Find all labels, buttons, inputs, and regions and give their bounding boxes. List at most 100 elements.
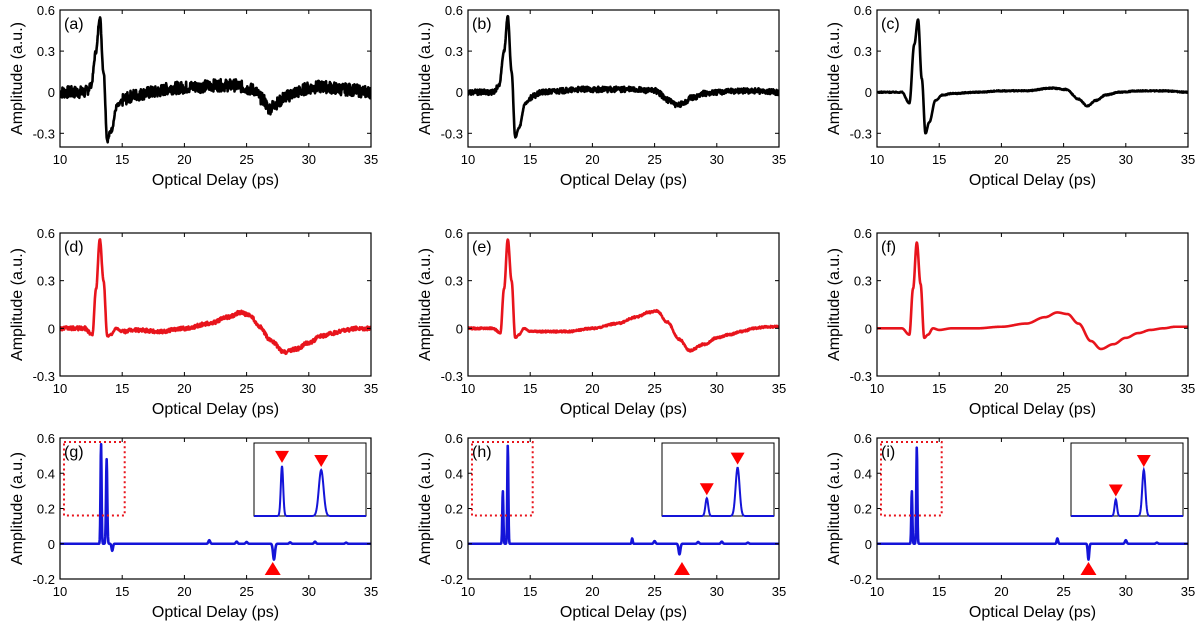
y-tick-label: 0.2 — [445, 502, 463, 517]
y-axis-label: Amplitude (a.u.) — [9, 248, 26, 361]
panel-c: 10 15 20 25 30 35 -0.3 0 0.3 0.6 Optical Delay (ps… — [826, 3, 1195, 189]
panel-f: 10 15 20 25 30 35 -0.3 0 0.3 0.6 Optical Delay (ps… — [826, 226, 1195, 418]
reflection-marker-up — [1080, 562, 1097, 575]
inset-curve — [1071, 466, 1183, 517]
x-tick-label: 10 — [870, 584, 884, 599]
y-tick-label: 0.6 — [854, 431, 872, 446]
y-tick-label: 0.6 — [37, 226, 55, 241]
y-tick-label: 0 — [48, 85, 55, 100]
axes-frame — [876, 9, 1189, 148]
inset-frame — [1070, 442, 1184, 517]
panel-label: (a) — [64, 16, 84, 33]
x-tick-label: 10 — [53, 381, 67, 396]
y-tick-label: 0 — [865, 321, 872, 336]
y-tick-label: 0.4 — [445, 466, 463, 481]
y-tick-label: -0.3 — [33, 369, 55, 384]
x-tick-label: 10 — [461, 152, 475, 167]
panel-g: 10 15 20 25 30 35 -0.2 0 0.2 0.4 0.6 Optical Delay … — [9, 431, 378, 621]
x-tick-label: 10 — [53, 152, 67, 167]
y-tick-label: 0.3 — [445, 44, 463, 59]
panel-label: (f) — [881, 239, 896, 256]
x-tick-label: 15 — [115, 152, 129, 167]
series-line-b — [468, 14, 779, 139]
x-tick-label: 35 — [1181, 381, 1195, 396]
panel-label: (h) — [472, 444, 492, 461]
peak-marker-down — [275, 450, 289, 463]
x-axis-label: Optical Delay (ps) — [152, 401, 279, 418]
series-line-c — [877, 18, 1188, 135]
x-axis-label: Optical Delay (ps) — [560, 172, 687, 189]
x-tick-label: 15 — [115, 381, 129, 396]
y-axis-label: Amplitude (a.u.) — [417, 248, 434, 361]
y-axis-label: Amplitude (a.u.) — [9, 22, 26, 135]
peak-marker-down — [1136, 454, 1151, 467]
x-tick-label: 35 — [1181, 152, 1195, 167]
y-tick-label: 0.6 — [445, 431, 463, 446]
axes-frame — [467, 232, 780, 377]
inset-frame — [661, 442, 775, 517]
x-tick-label: 15 — [932, 584, 946, 599]
panel-d: 10 15 20 25 30 35 -0.3 0 0.3 0.6 Optical Delay (ps… — [9, 226, 378, 418]
x-axis-label: Optical Delay (ps) — [560, 604, 687, 621]
panel-label: (b) — [472, 16, 492, 33]
x-tick-label: 20 — [994, 152, 1008, 167]
y-tick-label: 0 — [865, 85, 872, 100]
y-tick-label: -0.3 — [33, 126, 55, 141]
inset-curve — [662, 466, 774, 517]
x-tick-label: 25 — [239, 381, 253, 396]
x-axis-label: Optical Delay (ps) — [152, 604, 279, 621]
y-tick-label: 0.6 — [854, 226, 872, 241]
y-axis-label: Amplitude (a.u.) — [826, 452, 843, 565]
y-tick-label: 0 — [48, 321, 55, 336]
axes-frame — [467, 9, 780, 148]
x-tick-label: 15 — [523, 584, 537, 599]
x-tick-label: 10 — [461, 584, 475, 599]
x-tick-label: 20 — [585, 381, 599, 396]
y-axis-label: Amplitude (a.u.) — [826, 248, 843, 361]
x-tick-label: 20 — [177, 152, 191, 167]
x-tick-label: 15 — [932, 152, 946, 167]
x-tick-label: 35 — [772, 584, 786, 599]
series-line-e — [468, 238, 779, 353]
y-axis-label: Amplitude (a.u.) — [9, 452, 26, 565]
x-tick-label: 35 — [364, 381, 378, 396]
y-tick-label: 0.6 — [445, 226, 463, 241]
panel-label: (g) — [64, 444, 84, 461]
x-tick-label: 20 — [177, 381, 191, 396]
x-tick-label: 30 — [1119, 381, 1133, 396]
x-axis-label: Optical Delay (ps) — [560, 401, 687, 418]
y-tick-label: 0.6 — [37, 431, 55, 446]
axes-frame — [876, 232, 1189, 377]
series-line-g — [60, 442, 371, 561]
peak-marker-down — [314, 454, 329, 467]
panel-b: 10 15 20 25 30 35 -0.3 0 0.3 0.6 Optical Delay (ps… — [417, 3, 786, 189]
x-tick-label: 30 — [1119, 152, 1133, 167]
y-tick-label: 0.2 — [854, 502, 872, 517]
y-tick-label: 0 — [865, 537, 872, 552]
y-tick-label: 0.4 — [854, 466, 872, 481]
y-axis-label: Amplitude (a.u.) — [417, 22, 434, 135]
x-axis-label: Optical Delay (ps) — [969, 172, 1096, 189]
series-line-a — [60, 16, 371, 144]
axes-frame — [59, 9, 372, 148]
series-line-f — [877, 241, 1188, 351]
x-tick-label: 35 — [364, 152, 378, 167]
x-tick-label: 25 — [647, 152, 661, 167]
x-tick-label: 20 — [585, 584, 599, 599]
x-tick-label: 25 — [1056, 152, 1070, 167]
series-line-i — [877, 446, 1188, 561]
panel-e: 10 15 20 25 30 35 -0.3 0 0.3 0.6 Optical Delay (ps… — [417, 226, 786, 418]
y-tick-label: -0.2 — [441, 572, 463, 587]
x-tick-label: 35 — [772, 381, 786, 396]
inset-curve — [254, 465, 366, 517]
y-tick-label: 0.4 — [37, 466, 55, 481]
y-tick-label: 0.6 — [445, 3, 463, 18]
y-axis-label: Amplitude (a.u.) — [417, 452, 434, 565]
x-axis-label: Optical Delay (ps) — [969, 604, 1096, 621]
y-tick-label: 0 — [456, 321, 463, 336]
y-tick-label: 0.3 — [445, 274, 463, 289]
x-tick-label: 30 — [302, 381, 316, 396]
x-tick-label: 15 — [932, 381, 946, 396]
x-tick-label: 30 — [302, 152, 316, 167]
